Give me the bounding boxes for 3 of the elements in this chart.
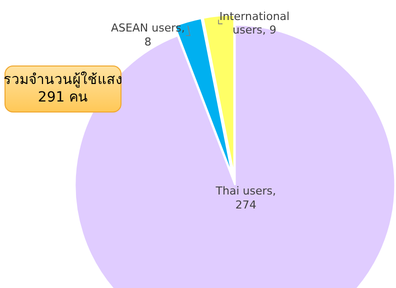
data-label: International users, 9 xyxy=(219,10,290,37)
annotation: รวมจำนวนผู้ใช้แสง 291 คน xyxy=(4,66,122,112)
data-label: Thai users, 274 xyxy=(214,184,276,212)
